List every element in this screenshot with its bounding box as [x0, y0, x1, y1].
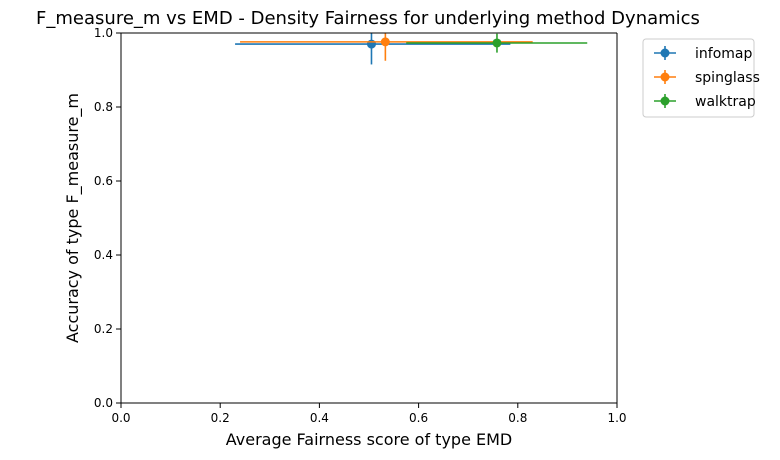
- plot-area: [121, 33, 617, 403]
- legend-label: infomap: [695, 46, 752, 62]
- legend-label: walktrap: [695, 94, 756, 110]
- x-axis-label: Average Fairness score of type EMD: [226, 430, 512, 449]
- y-tick-label: 0.6: [94, 174, 113, 188]
- y-tick-label: 0.2: [94, 322, 113, 336]
- legend-marker: [661, 73, 670, 82]
- chart-title: F_measure_m vs EMD - Density Fairness fo…: [36, 8, 700, 29]
- y-tick-label: 0.0: [94, 396, 113, 410]
- x-tick-label: 0.2: [211, 411, 230, 425]
- legend: infomap spinglass walktrap: [643, 39, 760, 117]
- x-tick-label: 0.4: [310, 411, 329, 425]
- legend-marker: [661, 49, 670, 58]
- y-axis-label: Accuracy of type F_measure_m: [63, 93, 83, 343]
- y-tick-label: 0.4: [94, 248, 113, 262]
- y-tick-label: 0.8: [94, 100, 113, 114]
- data-point: [381, 37, 390, 46]
- x-tick-label: 0.0: [111, 411, 130, 425]
- x-tick-label: 1.0: [607, 411, 626, 425]
- data-point: [492, 38, 501, 47]
- data-point: [367, 40, 376, 49]
- x-tick-label: 0.6: [409, 411, 428, 425]
- legend-label: spinglass: [695, 70, 760, 86]
- x-tick-label: 0.8: [508, 411, 527, 425]
- y-tick-label: 1.0: [94, 26, 113, 40]
- plot-background: [121, 33, 617, 403]
- legend-marker: [661, 97, 670, 106]
